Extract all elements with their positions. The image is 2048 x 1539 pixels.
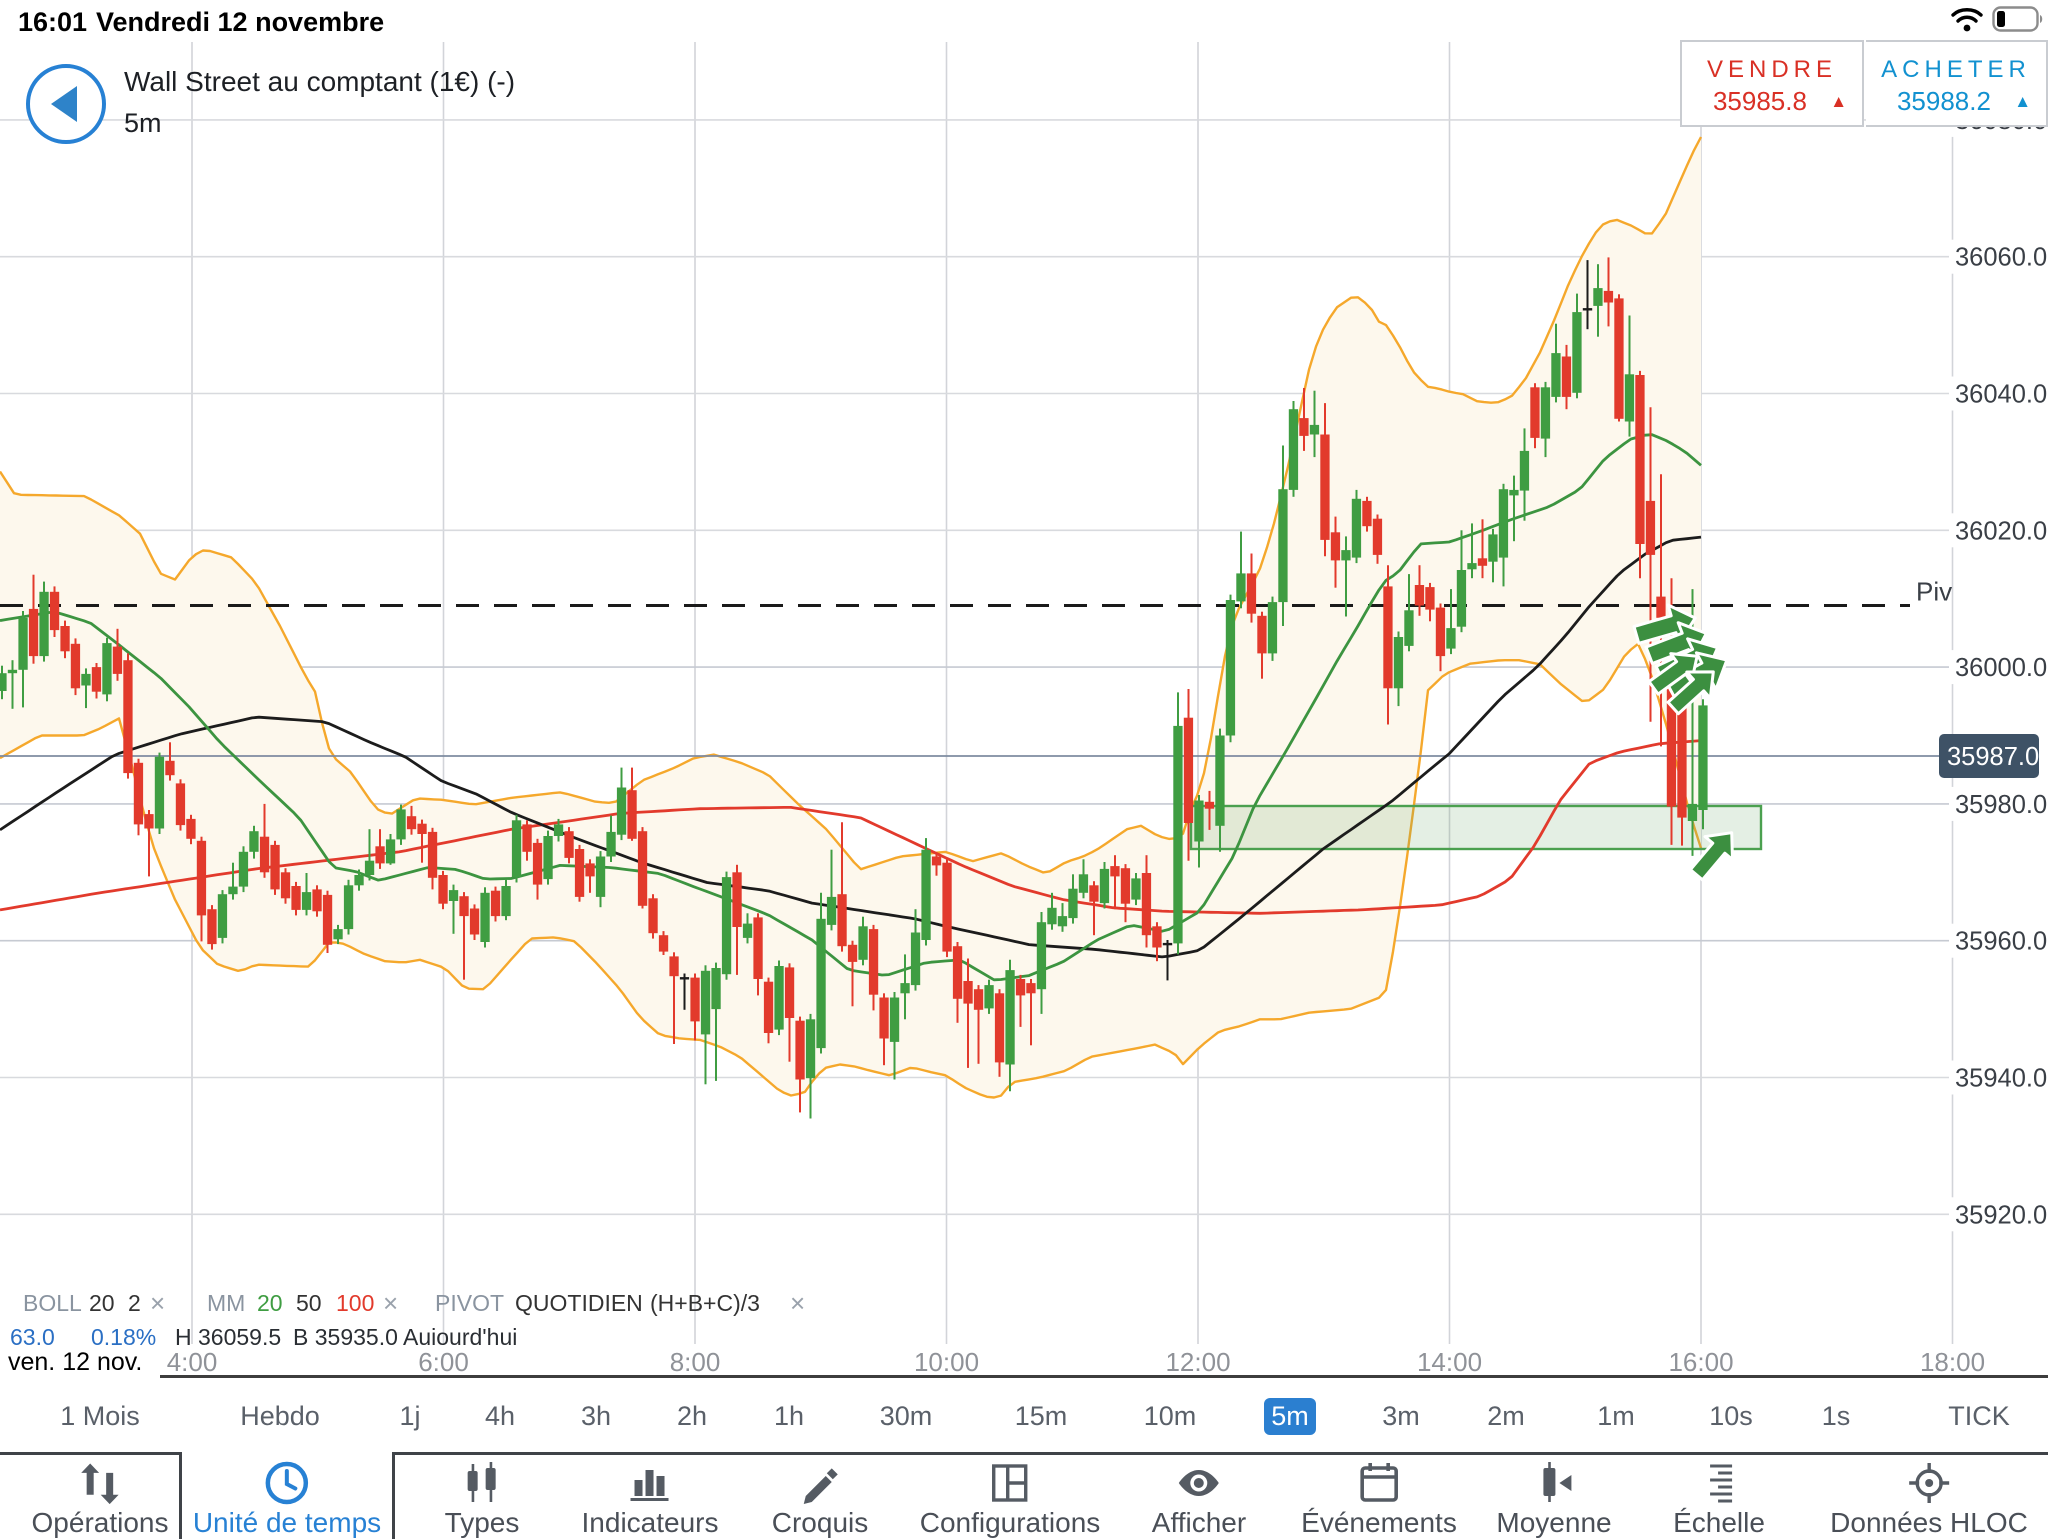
svg-text:36020.0: 36020.0 xyxy=(1955,517,2047,545)
svg-text:35980.0: 35980.0 xyxy=(1955,791,2047,819)
svg-text:36040.0: 36040.0 xyxy=(1955,381,2047,409)
svg-text:35960.0: 35960.0 xyxy=(1955,928,2047,956)
svg-text:35940.0: 35940.0 xyxy=(1955,1065,2047,1093)
svg-text:36060.0: 36060.0 xyxy=(1955,244,2047,272)
svg-text:36000.0: 36000.0 xyxy=(1955,654,2047,682)
svg-text:35920.0: 35920.0 xyxy=(1955,1201,2047,1229)
svg-text:Piv: Piv xyxy=(1916,577,1952,607)
svg-text:35987.0: 35987.0 xyxy=(1947,743,2039,771)
